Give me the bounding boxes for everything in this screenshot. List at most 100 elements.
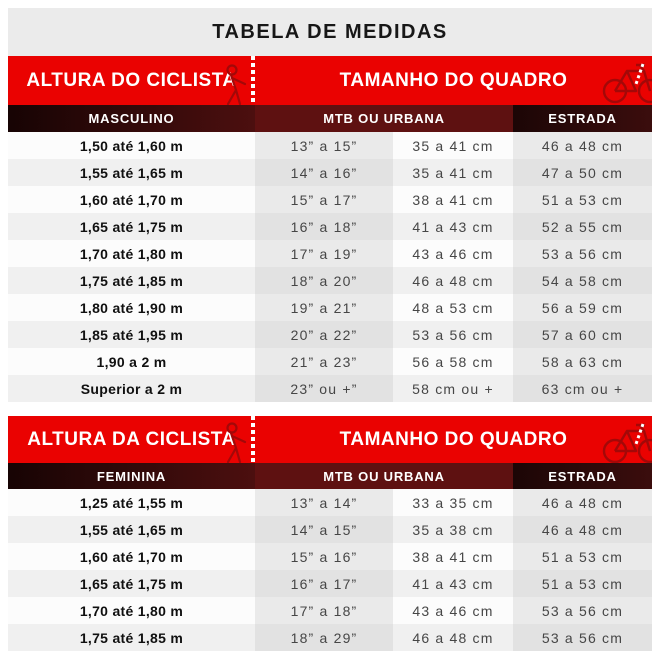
header-cyclist-height-female-label: ALTURA DA CICLISTA (27, 428, 236, 450)
cell-frame-cm-mtb: 35 a 38 cm (412, 521, 494, 538)
table-row: 1,60 até 1,70 m 15” a 17” 38 a 41 cm 51 a 5… (8, 186, 652, 213)
cell-frame-cm-road: 53 a 56 cm (513, 597, 652, 624)
header-frame-size-female-label: TAMANHO DO QUADRO (339, 428, 568, 450)
cell-height-range: 1,65 até 1,75 m (79, 575, 184, 592)
cell-height-range: 1,65 até 1,75 m (79, 218, 184, 235)
subheader-estrada: ESTRADA (513, 463, 652, 489)
table-male-subheader: MASCULINO MTB OU URBANA ESTRADA (8, 105, 652, 132)
cell-frame-cm-road: 46 a 48 cm (513, 516, 652, 543)
cell-frame-cm-road: 53 a 56 cm (513, 624, 652, 651)
table-row: 1,75 até 1,85 m 18” a 20” 46 a 48 cm 54 a 5… (8, 267, 652, 294)
cell-frame-cm-road: 58 a 63 cm (513, 348, 652, 375)
cell-frame-cm-road: 51 a 53 cm (513, 543, 652, 570)
cell-height-range: 1,60 até 1,70 m (79, 548, 184, 565)
cell-frame-cm-mtb: 46 a 48 cm (412, 272, 494, 289)
cell-height-range: 1,90 a 2 m (96, 353, 167, 370)
cell-height-range: 1,70 até 1,80 m (79, 245, 184, 262)
table-row: Superior a 2 m 23” ou +” 58 cm ou + 63 cm o… (8, 375, 652, 402)
cell-frame-cm-mtb: 41 a 43 cm (412, 575, 494, 592)
table-row: 1,60 até 1,70 m 15” a 16” 38 a 41 cm 51 a 5… (8, 543, 652, 570)
cell-frame-cm-mtb: 43 a 46 cm (412, 602, 494, 619)
ruler-icon (251, 56, 255, 105)
cell-frame-inches: 15” a 16” (255, 543, 393, 570)
table-row: 1,65 até 1,75 m 16” a 18” 41 a 43 cm 52 a 5… (8, 213, 652, 240)
subheader-estrada: ESTRADA (513, 105, 652, 132)
cell-frame-cm-road: 51 a 53 cm (513, 570, 652, 597)
cell-frame-inches: 14” a 15” (255, 516, 393, 543)
cell-frame-inches: 21” a 23” (255, 348, 393, 375)
page-title: TABELA DE MEDIDAS (8, 8, 652, 56)
table-male-rows: 1,50 até 1,60 m 13” a 15” 35 a 41 cm 46 a 4… (8, 132, 652, 402)
cell-frame-cm-mtb: 43 a 46 cm (412, 245, 494, 262)
bicycle-icon (602, 63, 652, 104)
cell-frame-cm-mtb: 38 a 41 cm (412, 548, 494, 565)
table-male-header: ALTURA DO CICLISTA TAMANHO DO QUADRO (8, 56, 652, 105)
bicycle-icon (602, 423, 652, 463)
cell-frame-cm-road: 57 a 60 cm (513, 321, 652, 348)
subheader-gender: FEMININA (8, 463, 255, 489)
cell-height-range: 1,80 até 1,90 m (79, 299, 184, 316)
cell-frame-cm-road: 63 cm ou + (513, 375, 652, 402)
table-male: ALTURA DO CICLISTA TAMANHO DO QUADRO MAS… (8, 56, 652, 402)
cell-frame-inches: 16” a 17” (255, 570, 393, 597)
cell-frame-inches: 14” a 16” (255, 159, 393, 186)
table-row: 1,50 até 1,60 m 13” a 15” 35 a 41 cm 46 a 4… (8, 132, 652, 159)
cell-frame-cm-road: 46 a 48 cm (513, 132, 652, 159)
table-female-subheader: FEMININA MTB OU URBANA ESTRADA (8, 463, 652, 489)
table-row: 1,80 até 1,90 m 19” a 21” 48 a 53 cm 56 a 5… (8, 294, 652, 321)
table-row: 1,85 até 1,95 m 20” a 22” 53 a 56 cm 57 a 6… (8, 321, 652, 348)
cell-frame-cm-road: 53 a 56 cm (513, 240, 652, 267)
table-row: 1,55 até 1,65 m 14” a 16” 35 a 41 cm 47 a 5… (8, 159, 652, 186)
cell-frame-cm-road: 54 a 58 cm (513, 267, 652, 294)
cell-frame-cm-mtb: 56 a 58 cm (412, 353, 494, 370)
cell-frame-inches: 13” a 15” (255, 132, 393, 159)
cell-frame-cm-mtb: 35 a 41 cm (412, 137, 494, 154)
cell-height-range: 1,75 até 1,85 m (79, 272, 184, 289)
cell-height-range: Superior a 2 m (80, 380, 183, 397)
cell-frame-cm-road: 52 a 55 cm (513, 213, 652, 240)
table-divider (8, 402, 652, 416)
cell-frame-cm-road: 47 a 50 cm (513, 159, 652, 186)
cell-height-range: 1,50 até 1,60 m (79, 137, 184, 154)
cell-frame-cm-mtb: 48 a 53 cm (412, 299, 494, 316)
cell-height-range: 1,25 até 1,55 m (79, 494, 184, 511)
table-row: 1,65 até 1,75 m 16” a 17” 41 a 43 cm 51 a 5… (8, 570, 652, 597)
cell-frame-cm-mtb: 58 cm ou + (412, 380, 494, 397)
cell-frame-inches: 13” a 14” (255, 489, 393, 516)
header-cyclist-height-label: ALTURA DO CICLISTA (26, 69, 237, 91)
cell-frame-cm-mtb: 46 a 48 cm (412, 629, 494, 646)
cyclist-figure-icon (226, 422, 247, 463)
cell-frame-cm-mtb: 38 a 41 cm (412, 191, 494, 208)
table-female-rows: 1,25 até 1,55 m 13” a 14” 33 a 35 cm 46 a 4… (8, 489, 652, 651)
cyclist-figure-icon (226, 64, 247, 105)
table-row: 1,70 até 1,80 m 17” a 19” 43 a 46 cm 53 a 5… (8, 240, 652, 267)
cell-height-range: 1,75 até 1,85 m (79, 629, 184, 646)
header-cyclist-height-female: ALTURA DA CICLISTA (8, 416, 255, 463)
measurement-chart: TABELA DE MEDIDAS ALTURA DO CICLISTA TAM… (8, 8, 652, 652)
header-frame-size-female: TAMANHO DO QUADRO (255, 416, 652, 463)
cell-frame-inches: 23” ou +” (255, 375, 393, 402)
cell-height-range: 1,55 até 1,65 m (79, 164, 184, 181)
cell-frame-cm-mtb: 53 a 56 cm (412, 326, 494, 343)
cell-frame-inches: 17” a 19” (255, 240, 393, 267)
cell-frame-inches: 19” a 21” (255, 294, 393, 321)
cell-height-range: 1,85 até 1,95 m (79, 326, 184, 343)
cell-height-range: 1,60 até 1,70 m (79, 191, 184, 208)
ruler-icon (251, 416, 255, 463)
table-row: 1,90 a 2 m 21” a 23” 56 a 58 cm 58 a 63 cm (8, 348, 652, 375)
cell-height-range: 1,55 até 1,65 m (79, 521, 184, 538)
cell-frame-cm-road: 51 a 53 cm (513, 186, 652, 213)
cell-frame-inches: 17” a 18” (255, 597, 393, 624)
table-row: 1,25 até 1,55 m 13” a 14” 33 a 35 cm 46 a 4… (8, 489, 652, 516)
table-row: 1,70 até 1,80 m 17” a 18” 43 a 46 cm 53 a 5… (8, 597, 652, 624)
header-cyclist-height: ALTURA DO CICLISTA (8, 56, 255, 105)
table-female-header: ALTURA DA CICLISTA TAMANHO DO QUADRO (8, 416, 652, 463)
cell-frame-inches: 18” a 20” (255, 267, 393, 294)
cell-frame-inches: 18” a 29” (255, 624, 393, 651)
header-frame-size: TAMANHO DO QUADRO (255, 56, 652, 105)
subheader-gender: MASCULINO (8, 105, 255, 132)
cell-frame-cm-mtb: 35 a 41 cm (412, 164, 494, 181)
table-row: 1,55 até 1,65 m 14” a 15” 35 a 38 cm 46 a 4… (8, 516, 652, 543)
cell-frame-cm-road: 46 a 48 cm (513, 489, 652, 516)
cell-frame-inches: 16” a 18” (255, 213, 393, 240)
